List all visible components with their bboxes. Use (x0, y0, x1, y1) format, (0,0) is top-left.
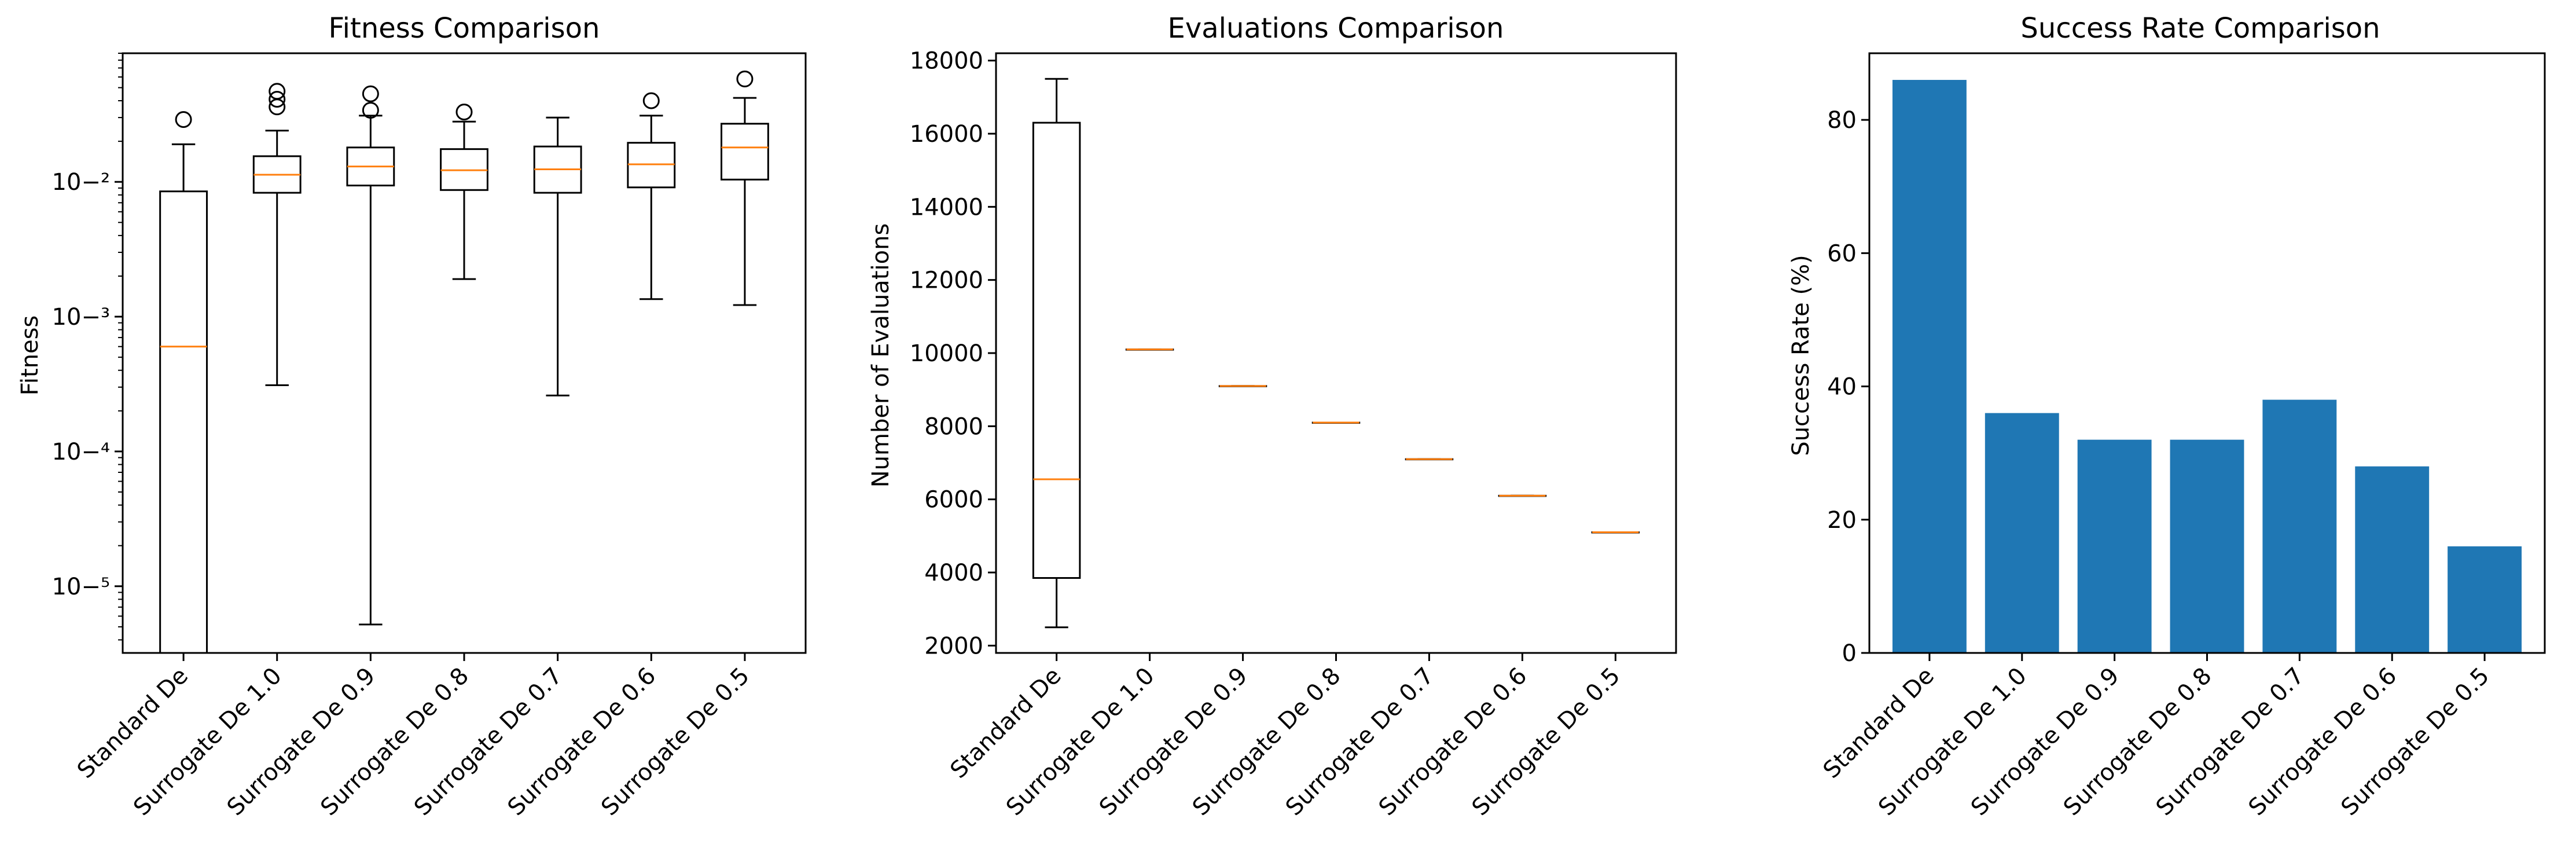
success-rate-bar (1985, 413, 2059, 653)
evaluations-y-tick-label: 8000 (924, 413, 983, 440)
success-rate-plot-frame (1868, 52, 2546, 654)
evaluations-y-tick-label: 4000 (924, 560, 983, 586)
fitness-y-tick-label: 10−² (52, 169, 110, 196)
success-rate-y-tick-label: 60 (1827, 240, 1857, 267)
evaluations-y-tick-label: 12000 (910, 267, 983, 294)
box-body (1032, 122, 1081, 579)
fitness-y-tick-label: 10−⁵ (52, 574, 110, 600)
evaluations-title: Evaluations Comparison (1168, 12, 1504, 45)
evaluations-y-tick-label: 6000 (924, 487, 983, 513)
success-rate-y-tick-label: 80 (1827, 107, 1857, 134)
success-rate-bar (1892, 80, 1967, 654)
success-rate-panel: Success Rate Comparison Success Rate (%)… (1788, 12, 2546, 821)
success-rate-bar (2170, 439, 2244, 653)
success-rate-title: Success Rate Comparison (2020, 12, 2380, 45)
fitness-y-tick-label: 10−⁴ (52, 439, 110, 465)
evaluations-y-tick-label: 18000 (910, 48, 983, 75)
success-rate-y-tick-label: 40 (1827, 374, 1857, 401)
success-rate-y-tick-label: 0 (1842, 640, 1857, 667)
evaluations-y-tick-label: 16000 (910, 121, 983, 148)
evaluations-y-label: Number of Evaluations (868, 223, 894, 488)
box-flier (269, 91, 286, 108)
success-rate-y-tick-label: 20 (1827, 507, 1857, 534)
success-rate-bar (2448, 546, 2522, 653)
fitness-y-tick-label: 10−³ (52, 304, 110, 331)
success-rate-bar (2262, 399, 2337, 653)
evaluations-y-tick-label: 2000 (924, 633, 983, 659)
box-flier (736, 70, 754, 87)
success-rate-y-label: Success Rate (%) (1788, 255, 1814, 456)
success-rate-bar (2077, 439, 2152, 653)
box-body (721, 123, 769, 181)
box-flier (269, 83, 286, 100)
box-flier (175, 111, 192, 129)
fitness-panel: Fitness Comparison Fitness 10−⁵ 10−⁴ 10−³ 1… (17, 12, 807, 821)
box-flier (362, 85, 379, 102)
box-flier (362, 101, 379, 119)
box-body (159, 190, 208, 654)
fitness-y-label: Fitness (17, 315, 43, 396)
evaluations-plot-frame (995, 52, 1677, 654)
evaluations-y-tick-label: 10000 (910, 340, 983, 367)
fitness-plot-frame (122, 52, 807, 654)
evaluations-y-tick-label: 14000 (910, 194, 983, 221)
evaluations-panel: Evaluations Comparison Number of Evaluat… (868, 12, 1677, 821)
success-rate-bar (2355, 466, 2430, 653)
fitness-title: Fitness Comparison (329, 12, 600, 45)
box-flier (455, 103, 473, 120)
box-flier (642, 92, 660, 109)
